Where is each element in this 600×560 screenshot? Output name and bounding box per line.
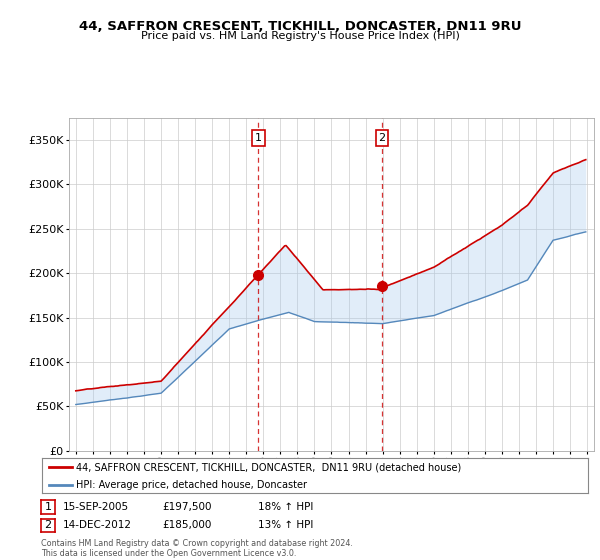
Text: 1: 1: [255, 133, 262, 143]
Text: 15-SEP-2005: 15-SEP-2005: [63, 502, 129, 512]
Text: 44, SAFFRON CRESCENT, TICKHILL, DONCASTER,  DN11 9RU (detached house): 44, SAFFRON CRESCENT, TICKHILL, DONCASTE…: [76, 463, 461, 473]
Text: 2: 2: [44, 520, 52, 530]
Text: £185,000: £185,000: [162, 520, 211, 530]
Text: 2: 2: [379, 133, 385, 143]
Text: 13% ↑ HPI: 13% ↑ HPI: [258, 520, 313, 530]
Text: HPI: Average price, detached house, Doncaster: HPI: Average price, detached house, Donc…: [76, 480, 307, 490]
Text: 18% ↑ HPI: 18% ↑ HPI: [258, 502, 313, 512]
Text: 14-DEC-2012: 14-DEC-2012: [63, 520, 132, 530]
Text: £197,500: £197,500: [162, 502, 212, 512]
Text: Contains HM Land Registry data © Crown copyright and database right 2024.
This d: Contains HM Land Registry data © Crown c…: [41, 539, 353, 558]
Text: Price paid vs. HM Land Registry's House Price Index (HPI): Price paid vs. HM Land Registry's House …: [140, 31, 460, 41]
Text: 1: 1: [44, 502, 52, 512]
Text: 44, SAFFRON CRESCENT, TICKHILL, DONCASTER, DN11 9RU: 44, SAFFRON CRESCENT, TICKHILL, DONCASTE…: [79, 20, 521, 32]
